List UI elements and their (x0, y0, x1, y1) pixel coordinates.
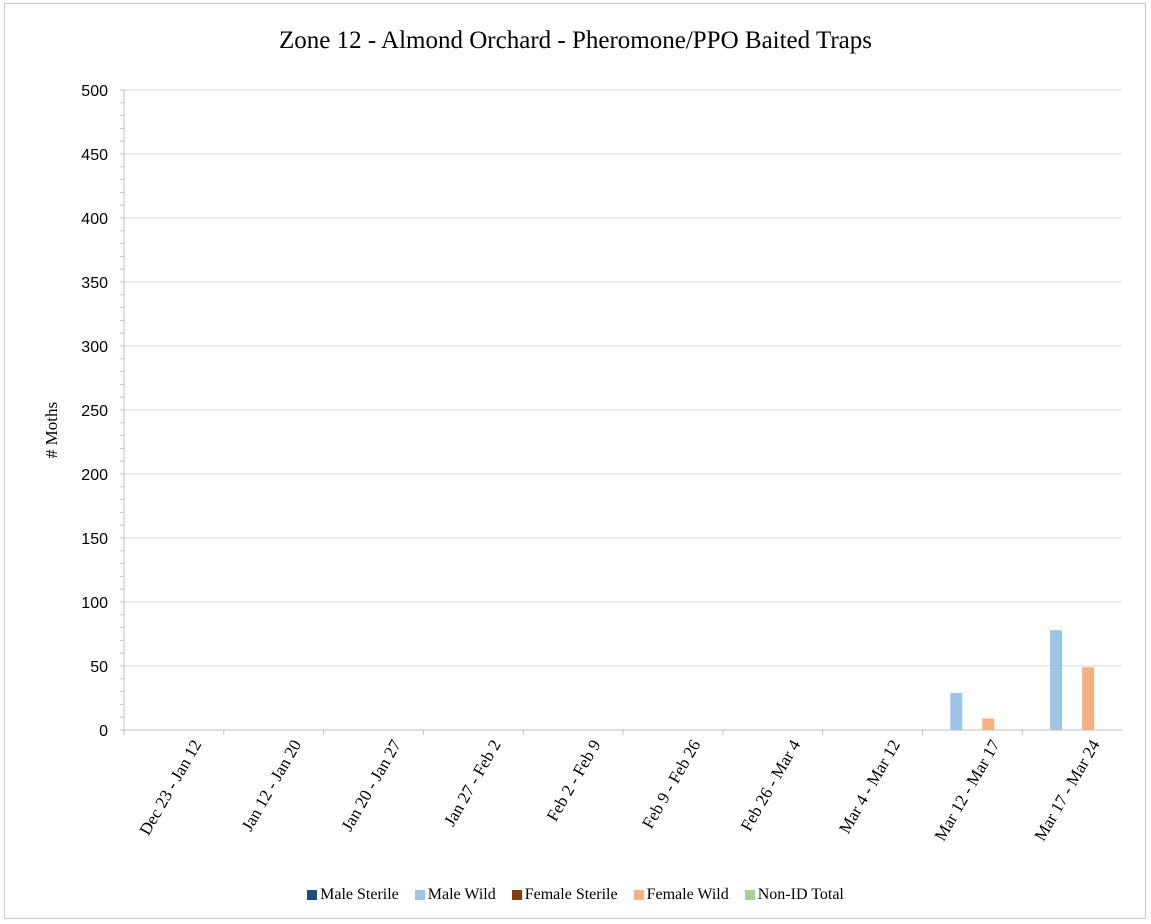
legend-swatch (511, 890, 522, 900)
chart-legend: Male Sterile Male Wild Female Sterile Femal… (0, 886, 1151, 904)
x-tick-label: Feb 9 - Feb 26 (638, 737, 704, 832)
y-tick-label: 50 (90, 659, 108, 676)
legend-label: Male Sterile (320, 886, 399, 903)
x-tick-label: Jan 12 - Jan 20 (238, 737, 305, 835)
chart-frame (4, 3, 1146, 919)
y-tick-label: 350 (81, 275, 108, 292)
legend-label: Female Wild (646, 886, 729, 903)
y-tick-label: 300 (81, 339, 108, 356)
y-tick-label: 250 (81, 403, 108, 420)
x-tick-label: Feb 26 - Mar 4 (737, 736, 805, 834)
x-tick-label: Mar 4 - Mar 12 (835, 737, 904, 837)
bar-male-wild-9 (1050, 630, 1063, 730)
x-tick-label: Jan 20 - Jan 27 (338, 736, 406, 834)
chart-title: Zone 12 - Almond Orchard - Pheromone/PPO… (278, 27, 872, 54)
x-tick-label: Mar 12 - Mar 17 (931, 736, 1004, 844)
bar-female-wild-8 (982, 718, 995, 730)
legend-swatch (633, 890, 644, 900)
bar-male-wild-8 (950, 692, 963, 730)
legend-swatch (414, 890, 425, 900)
legend-label: Non-ID Total (757, 886, 844, 903)
y-tick-label: 0 (99, 723, 108, 740)
y-tick-label: 450 (81, 147, 108, 164)
y-tick-label: 150 (81, 531, 108, 548)
legend-item: Male Wild (414, 886, 496, 904)
bar-female-wild-9 (1082, 667, 1095, 730)
legend-item: Female Wild (633, 886, 729, 904)
x-tick-label: Dec 23 - Jan 12 (136, 737, 206, 839)
legend-item: Non-ID Total (744, 886, 844, 904)
legend-item: Male Sterile (307, 886, 399, 904)
legend-swatch (307, 890, 318, 900)
y-tick-label: 200 (81, 467, 108, 484)
x-tick-label: Jan 27 - Feb 2 (440, 737, 505, 830)
x-tick-label: Mar 17 - Mar 24 (1030, 736, 1103, 844)
x-tick-label: Feb 2 - Feb 9 (543, 737, 605, 825)
legend-swatch (744, 890, 755, 900)
legend-item: Female Sterile (511, 886, 618, 904)
legend-label: Male Wild (427, 886, 496, 903)
y-tick-label: 100 (81, 595, 108, 612)
legend-label: Female Sterile (524, 886, 618, 903)
y-tick-label: 400 (81, 211, 108, 228)
y-tick-label: 500 (81, 83, 108, 100)
